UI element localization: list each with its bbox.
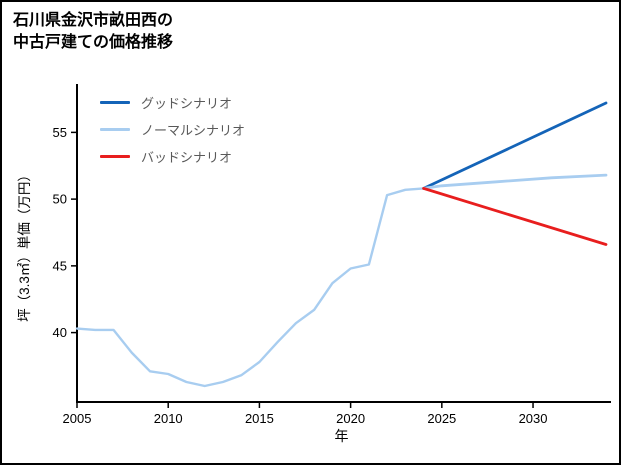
x-tick-label: 2010 xyxy=(154,411,183,426)
x-tick-label: 2005 xyxy=(63,411,92,426)
x-tick-label: 2030 xyxy=(519,411,548,426)
legend-line-swatch-good xyxy=(100,100,130,104)
chart-title: 石川県金沢市畝田西の 中古戸建ての価格推移 xyxy=(13,10,173,55)
x-tick-label: 2020 xyxy=(336,411,365,426)
series-line-bad-scenario xyxy=(422,186,608,246)
y-tick-label: 50 xyxy=(53,192,67,207)
legend-label-normal: ノーマルシナリオ xyxy=(141,122,246,138)
series-line-historical xyxy=(75,187,425,388)
legend-label-bad: バッドシナリオ xyxy=(141,149,233,165)
y-axis-label: 坪（3.3㎡）単価（万円） xyxy=(17,168,32,322)
x-tick-label: 2025 xyxy=(427,411,456,426)
chart-legend: グッドシナリオ ノーマルシナリオ バッドシナリオ xyxy=(100,93,245,165)
x-tick-label: 2015 xyxy=(245,411,274,426)
legend-item-bad-scenario: バッドシナリオ xyxy=(100,147,245,165)
legend-line-swatch-bad xyxy=(100,154,130,158)
legend-label-good: グッドシナリオ xyxy=(141,95,233,111)
y-tick-label: 40 xyxy=(53,325,67,340)
legend-item-normal-scenario: ノーマルシナリオ xyxy=(100,120,245,138)
chart-title-line2: 中古戸建ての価格推移 xyxy=(13,34,174,52)
chart-title-line1: 石川県金沢市畝田西の xyxy=(13,12,174,29)
x-axis-label: 年 xyxy=(334,428,349,444)
series-line-normal-scenario xyxy=(422,173,608,190)
y-tick-label: 55 xyxy=(53,125,67,140)
legend-line-swatch-normal xyxy=(100,127,130,131)
legend-item-good-scenario: グッドシナリオ xyxy=(100,93,245,111)
y-tick-label: 45 xyxy=(53,258,67,273)
series-line-good-scenario xyxy=(422,101,608,190)
